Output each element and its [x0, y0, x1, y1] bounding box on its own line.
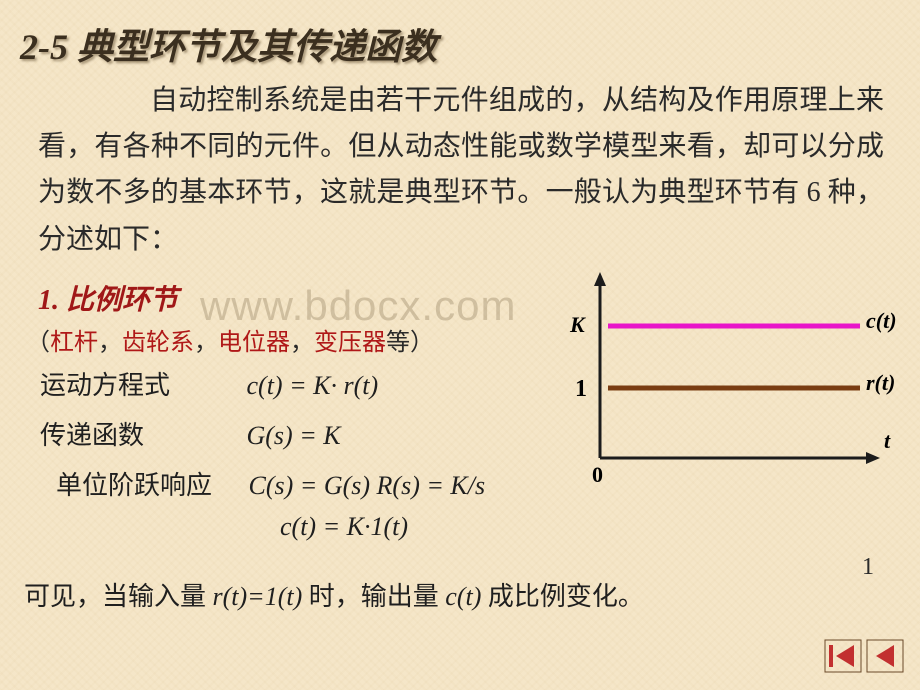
slide-title: 2-5 典型环节及其传递函数: [20, 18, 437, 70]
sep: ，: [98, 330, 122, 356]
chart-label-rt: r(t): [866, 370, 895, 395]
slide: 2-5 典型环节及其传递函数 自动控制系统是由若干元件组成的，从结构及作用原理上…: [0, 0, 920, 690]
footer-text: 可见，当输入量: [24, 582, 213, 611]
equation-label: 单位阶跃响应: [56, 465, 242, 502]
footer-math: r(t)=1(t): [213, 582, 303, 611]
nav-buttons: [824, 639, 904, 678]
equation-step-response-time: c(t) = K·1(t): [280, 512, 580, 542]
sep: ，: [290, 330, 314, 356]
equation-math: G(s) = K: [247, 421, 341, 450]
step-response-chart: K10tc(t)r(t): [560, 268, 900, 478]
footer-text: 成比例变化。: [481, 582, 644, 611]
nav-first-icon[interactable]: [824, 639, 862, 673]
footer-math: c(t): [445, 582, 481, 611]
conclusion-line: 可见，当输入量 r(t)=1(t) 时，输出量 c(t) 成比例变化。: [24, 576, 644, 613]
equation-math: C(s) = G(s) R(s) = K/s: [249, 471, 486, 500]
chart-label-ct: c(t): [866, 308, 897, 333]
chart-label-zero: 0: [592, 462, 603, 487]
equation-motion: 运动方程式 c(t) = K· r(t): [40, 365, 378, 402]
example-item: 齿轮系: [122, 330, 194, 356]
chart-label-one: 1: [575, 376, 587, 402]
subsection-heading: 1. 比例环节: [38, 278, 178, 318]
examples-list: （杠杆，齿轮系，电位器，变压器等）: [26, 322, 434, 357]
example-item: 杠杆: [50, 330, 98, 356]
nav-prev-icon[interactable]: [866, 639, 904, 673]
paren-tail: 等）: [386, 330, 434, 356]
equation-label: 运动方程式: [40, 365, 240, 402]
intro-paragraph: 自动控制系统是由若干元件组成的，从结构及作用原理上来看，有各种不同的元件。但从动…: [38, 78, 884, 263]
equation-math: c(t) = K·1(t): [280, 512, 408, 541]
equation-math: c(t) = K· r(t): [247, 371, 379, 400]
paren-open: （: [26, 330, 50, 356]
footer-text: 时，输出量: [302, 582, 445, 611]
equation-transfer-function: 传递函数 G(s) = K: [40, 415, 341, 452]
example-item: 电位器: [218, 330, 290, 356]
chart-label-K: K: [569, 312, 586, 337]
equation-step-response: 单位阶跃响应 C(s) = G(s) R(s) = K/s: [56, 465, 485, 502]
chart-label-t: t: [884, 428, 891, 453]
sep: ，: [194, 330, 218, 356]
page-number: 1: [862, 554, 874, 581]
example-item: 变压器: [314, 330, 386, 356]
equation-label: 传递函数: [40, 415, 240, 452]
